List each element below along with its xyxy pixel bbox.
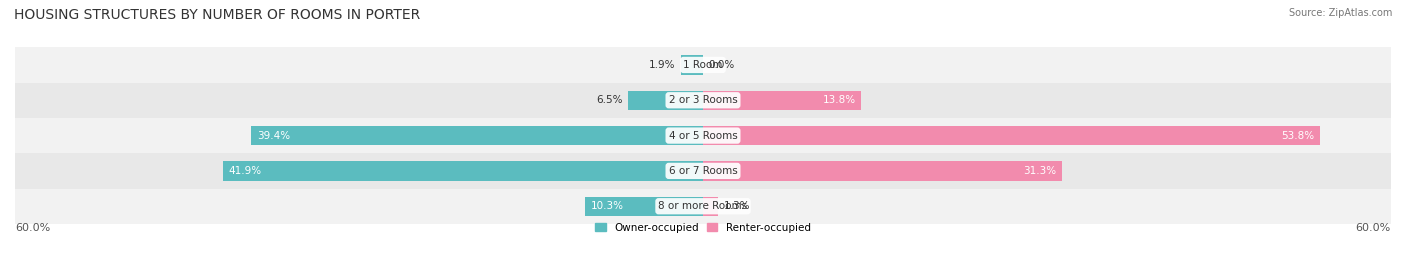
Bar: [585, 197, 703, 216]
Text: 4 or 5 Rooms: 4 or 5 Rooms: [669, 130, 737, 141]
Bar: [252, 126, 703, 145]
Bar: [682, 55, 703, 75]
Bar: [628, 91, 703, 110]
Bar: [15, 83, 1391, 118]
Bar: [703, 197, 718, 216]
Text: Source: ZipAtlas.com: Source: ZipAtlas.com: [1288, 8, 1392, 18]
Text: 41.9%: 41.9%: [228, 166, 262, 176]
Text: 31.3%: 31.3%: [1024, 166, 1056, 176]
Text: 8 or more Rooms: 8 or more Rooms: [658, 201, 748, 211]
Text: 1.3%: 1.3%: [724, 201, 751, 211]
Text: 6.5%: 6.5%: [596, 95, 623, 105]
Text: 6 or 7 Rooms: 6 or 7 Rooms: [669, 166, 737, 176]
Bar: [15, 189, 1391, 224]
Text: 39.4%: 39.4%: [257, 130, 290, 141]
Text: 10.3%: 10.3%: [591, 201, 624, 211]
Text: 13.8%: 13.8%: [823, 95, 855, 105]
Bar: [703, 161, 1062, 180]
Bar: [15, 118, 1391, 153]
Text: 60.0%: 60.0%: [15, 223, 51, 233]
Bar: [15, 47, 1391, 83]
Bar: [703, 91, 862, 110]
Bar: [703, 126, 1320, 145]
Text: 60.0%: 60.0%: [1355, 223, 1391, 233]
Legend: Owner-occupied, Renter-occupied: Owner-occupied, Renter-occupied: [591, 218, 815, 237]
Text: 53.8%: 53.8%: [1281, 130, 1315, 141]
Text: 1 Room: 1 Room: [683, 60, 723, 70]
Text: 1.9%: 1.9%: [650, 60, 675, 70]
Text: HOUSING STRUCTURES BY NUMBER OF ROOMS IN PORTER: HOUSING STRUCTURES BY NUMBER OF ROOMS IN…: [14, 8, 420, 22]
Bar: [222, 161, 703, 180]
Text: 2 or 3 Rooms: 2 or 3 Rooms: [669, 95, 737, 105]
Bar: [15, 153, 1391, 189]
Text: 0.0%: 0.0%: [709, 60, 735, 70]
